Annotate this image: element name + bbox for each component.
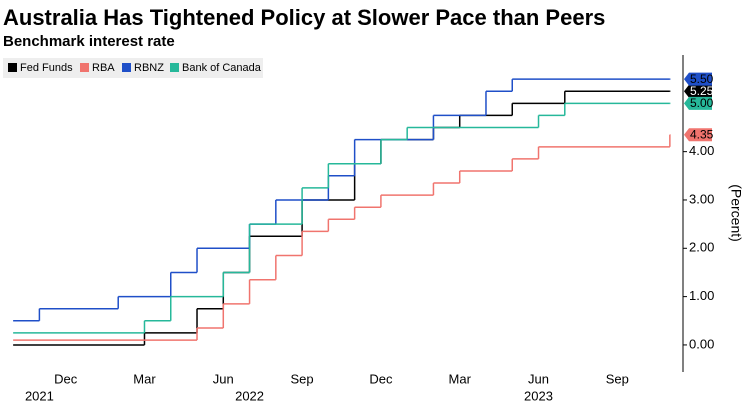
x-tick-label: Dec bbox=[54, 371, 78, 386]
chart-title: Australia Has Tightened Policy at Slower… bbox=[3, 5, 605, 30]
legend-label: RBA bbox=[92, 62, 115, 74]
legend-label: Fed Funds bbox=[20, 62, 73, 74]
end-label-box bbox=[684, 96, 712, 110]
y-tick-label: 2.00 bbox=[689, 240, 714, 255]
end-label-box bbox=[684, 128, 712, 142]
legend-swatch bbox=[80, 63, 89, 72]
legend-swatch bbox=[8, 63, 17, 72]
y-tick-label: 1.00 bbox=[689, 288, 714, 303]
x-tick-label: Jun bbox=[213, 371, 234, 386]
x-tick-label: Jun bbox=[528, 371, 549, 386]
y-axis-label: (Percent) bbox=[728, 184, 744, 242]
end-label-box bbox=[684, 72, 712, 86]
x-tick-label: Mar bbox=[133, 371, 156, 386]
x-year-label: 2023 bbox=[524, 388, 553, 403]
end-label: 5.50 bbox=[690, 72, 714, 86]
end-label: 5.00 bbox=[690, 96, 714, 110]
y-tick-label: 4.00 bbox=[689, 143, 714, 158]
legend-box bbox=[3, 58, 263, 78]
legend-swatch bbox=[170, 63, 179, 72]
x-tick-label: Mar bbox=[449, 371, 472, 386]
legend-label: RBNZ bbox=[134, 62, 164, 74]
x-tick-label: Sep bbox=[291, 371, 314, 386]
x-year-label: 2021 bbox=[25, 388, 54, 403]
x-year-label: 2022 bbox=[235, 388, 264, 403]
x-tick-label: Sep bbox=[606, 371, 629, 386]
end-label: 5.25 bbox=[690, 84, 714, 98]
end-label: 4.35 bbox=[690, 127, 714, 141]
end-label-box bbox=[684, 84, 712, 98]
legend-swatch bbox=[122, 63, 131, 72]
x-tick-label: Dec bbox=[369, 371, 393, 386]
chart-subtitle: Benchmark interest rate bbox=[3, 33, 175, 50]
legend-label: Bank of Canada bbox=[182, 62, 262, 74]
y-tick-label: 3.00 bbox=[689, 191, 714, 206]
y-tick-label: 0.00 bbox=[689, 336, 714, 351]
